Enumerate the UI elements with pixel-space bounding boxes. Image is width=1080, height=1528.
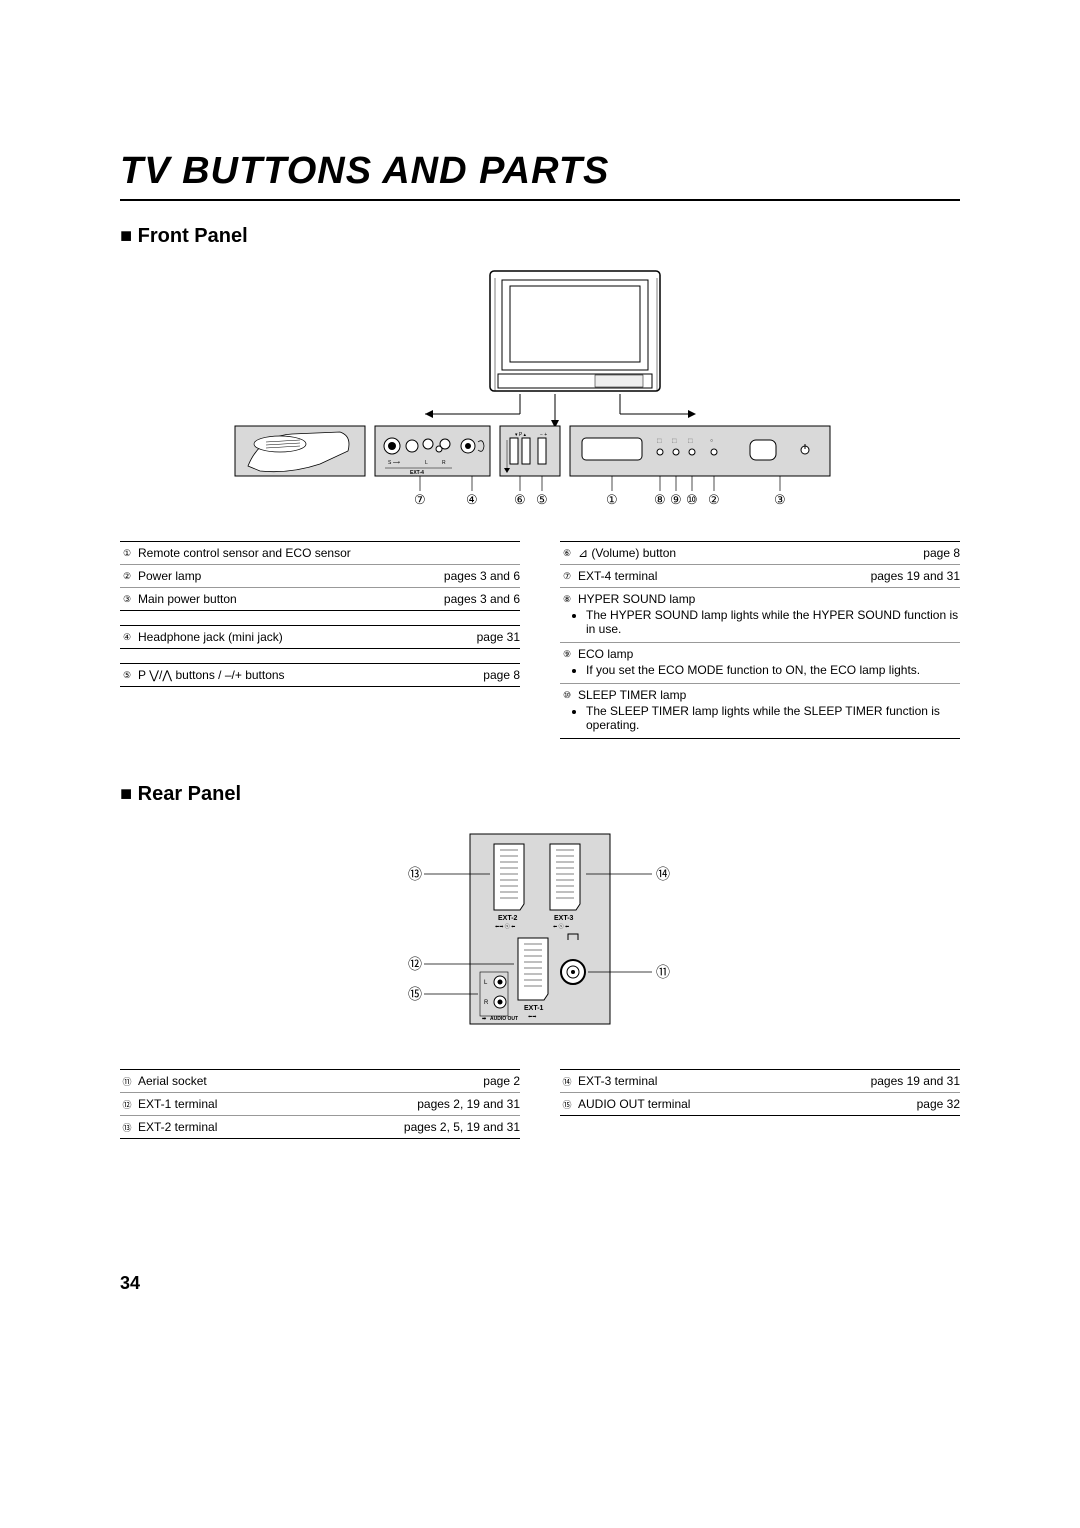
svg-text:⑩: ⑩	[686, 492, 698, 507]
svg-text:⬚: ⬚	[688, 438, 693, 444]
svg-text:⑪: ⑪	[656, 964, 670, 980]
front-panel-list: ①Remote control sensor and ECO sensor ②P…	[120, 541, 960, 753]
svg-text:⬚: ⬚	[657, 438, 662, 444]
scart-ext1	[518, 938, 548, 1000]
svg-text:EXT-2: EXT-2	[498, 915, 518, 922]
svg-text:EXT-1: EXT-1	[524, 1005, 544, 1012]
label-l: L	[425, 460, 428, 466]
svg-text:⑤: ⑤	[536, 492, 548, 507]
label-ext4: EXT-4	[410, 470, 424, 476]
front-right-column: ⑥⊿ (Volume) button page 8 ⑦EXT-4 termina…	[560, 541, 960, 753]
front-panel-diagram: S ⟶ L R EXT-4 ▾ P ▴ − +	[120, 266, 960, 521]
svg-text:③: ③	[774, 492, 786, 507]
item-11: ⑪Aerial socket page 2	[120, 1070, 520, 1092]
svg-text:⬅➡: ⬅➡	[528, 1014, 537, 1020]
rear-left-column: ⑪Aerial socket page 2 ⑫EXT-1 terminal pa…	[120, 1069, 520, 1153]
svg-text:⑫: ⑫	[408, 956, 422, 972]
front-left-column: ①Remote control sensor and ECO sensor ②P…	[120, 541, 520, 753]
scart-ext2	[494, 844, 524, 910]
front-center-panel: ▾ P ▴ − +	[500, 426, 560, 476]
item-7: ⑦EXT-4 terminal pages 19 and 31	[560, 564, 960, 587]
svg-text:⑥: ⑥	[514, 492, 526, 507]
item-6: ⑥⊿ (Volume) button page 8	[560, 542, 960, 564]
item-12: ⑫EXT-1 terminal pages 2, 19 and 31	[120, 1092, 520, 1115]
label-r: R	[442, 460, 446, 466]
item-8: ⑧HYPER SOUND lamp The HYPER SOUND lamp l…	[560, 587, 960, 642]
page-number: 34	[120, 1273, 960, 1294]
svg-text:⑭: ⑭	[656, 866, 670, 882]
svg-text:R: R	[484, 1000, 489, 1006]
svg-text:④: ④	[466, 492, 478, 507]
svg-text:⑧: ⑧	[654, 492, 666, 507]
page-title: TV BUTTONS AND PARTS	[120, 150, 960, 201]
item-3: ③Main power button pages 3 and 6	[120, 587, 520, 610]
svg-text:⑮: ⑮	[408, 986, 422, 1002]
item-2: ②Power lamp pages 3 and 6	[120, 564, 520, 587]
rear-right-column: ⑭EXT-3 terminal pages 19 and 31 ⑮AUDIO O…	[560, 1069, 960, 1153]
svg-text:①: ①	[606, 492, 618, 507]
item-5: ⑤P ⋁/⋀ buttons / –/+ buttons page 8	[120, 664, 520, 686]
svg-text:▾ P ▴: ▾ P ▴	[515, 432, 527, 438]
rear-panel-list: ⑪Aerial socket page 2 ⑫EXT-1 terminal pa…	[120, 1069, 960, 1153]
svg-text:EXT-3: EXT-3	[554, 915, 574, 922]
item-4: ④Headphone jack (mini jack) page 31	[120, 626, 520, 648]
item-15: ⑮AUDIO OUT terminal page 32	[560, 1092, 960, 1115]
svg-text:○: ○	[710, 438, 713, 444]
svg-text:⬅ ⓢ ⬅: ⬅ ⓢ ⬅	[553, 923, 569, 930]
svg-text:AUDIO OUT: AUDIO OUT	[490, 1016, 518, 1022]
rear-panel-diagram: EXT-2 EXT-3 ⬅➡ ⓢ ⬅ ⬅ ⓢ ⬅ EXT-1 ⬅➡	[120, 824, 960, 1049]
svg-text:⑨: ⑨	[670, 492, 682, 507]
svg-text:⬅➡ ⓢ ⬅: ⬅➡ ⓢ ⬅	[495, 923, 515, 930]
svg-text:⑬: ⑬	[408, 866, 422, 882]
item-10: ⑩SLEEP TIMER lamp The SLEEP TIMER lamp l…	[560, 683, 960, 738]
item-13: ⑬EXT-2 terminal pages 2, 5, 19 and 31	[120, 1115, 520, 1138]
svg-text:②: ②	[708, 492, 720, 507]
svg-text:⬚: ⬚	[672, 438, 677, 444]
item-9: ⑨ECO lamp If you set the ECO MODE functi…	[560, 642, 960, 683]
label-s: S ⟶	[388, 460, 400, 466]
item-1: ①Remote control sensor and ECO sensor	[120, 542, 520, 564]
svg-text:− +: − +	[540, 432, 547, 438]
rear-panel-heading: Rear Panel	[120, 783, 960, 806]
front-lamp-panel: ⬚ ⬚ ⬚ ○	[570, 426, 830, 476]
svg-text:⑦: ⑦	[414, 492, 426, 507]
front-callouts: ⑦ ④ ⑥ ⑤ ① ⑧ ⑨ ⑩ ② ③	[414, 476, 786, 507]
front-ext4-panel: S ⟶ L R EXT-4	[375, 426, 490, 476]
scart-ext3	[550, 844, 580, 910]
item-14: ⑭EXT-3 terminal pages 19 and 31	[560, 1070, 960, 1092]
front-panel-heading: Front Panel	[120, 225, 960, 248]
tv-illustration	[490, 271, 660, 391]
front-hand-panel	[235, 426, 365, 476]
